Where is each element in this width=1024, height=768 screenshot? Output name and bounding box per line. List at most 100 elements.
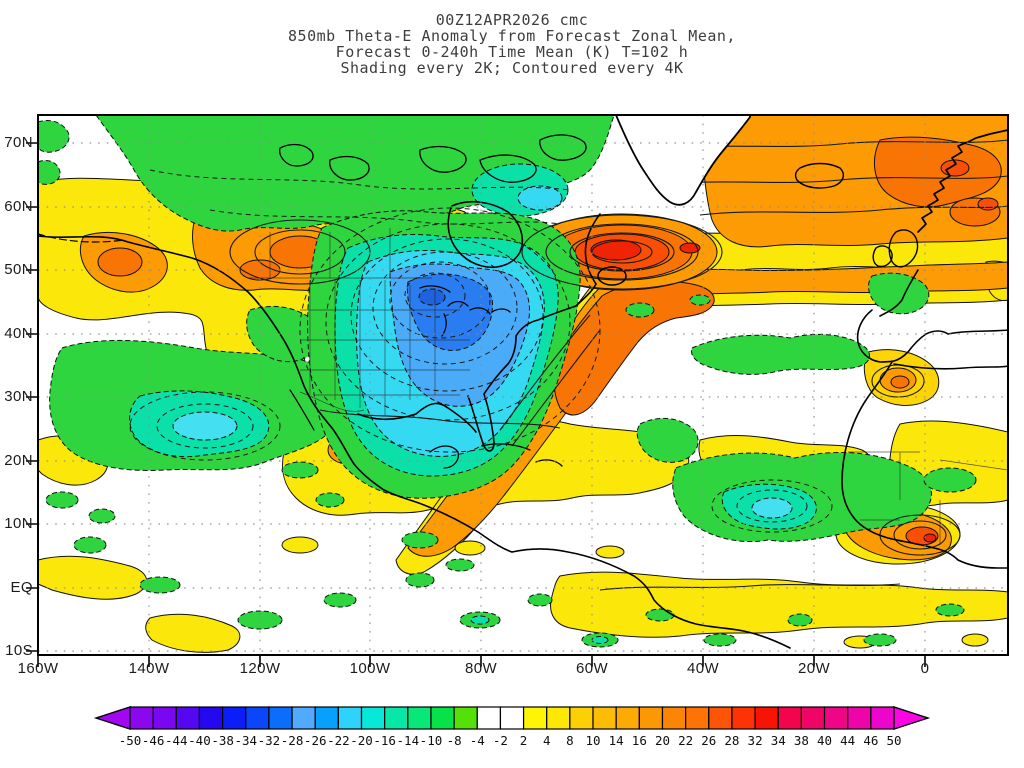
lon-tick-label: 120W: [239, 660, 281, 677]
title-forecast: Forecast 0-240h Time Mean (K) T=102 h: [335, 43, 689, 61]
colorbar-tick-label: -40: [188, 733, 211, 748]
colorbar-tick-label: 14: [609, 733, 624, 748]
political-borders: [248, 228, 1009, 545]
coastlines: [37, 129, 1009, 649]
colorbar-tick-label: 22: [678, 733, 693, 748]
colorbar-tick-label: -38: [211, 733, 234, 748]
colorbar-tick-label: 44: [840, 733, 855, 748]
colorbar-cell: [708, 706, 733, 730]
colorbar-tick-label: 40: [817, 733, 832, 748]
colorbar-tick-label: 2: [520, 733, 528, 748]
colorbar-tick-label: 50: [886, 733, 901, 748]
colorbar-cell: [360, 706, 386, 730]
colorbar-cell: [407, 706, 432, 730]
lat-tick-label: 30N: [4, 388, 33, 405]
colorbar-tick-label: 20: [655, 733, 670, 748]
colorbar-tick-label: -28: [281, 733, 304, 748]
colorbar-cell: [823, 706, 849, 730]
colorbar-cell: [245, 706, 270, 730]
lon-tick-label: 140W: [128, 660, 170, 677]
title-block: 00Z12APR2026 cmc 850mb Theta-E Anomaly f…: [0, 12, 1024, 76]
colorbar-tick-label: -50: [119, 733, 142, 748]
lon-tick-label: 100W: [349, 660, 391, 677]
colorbar-tick-label: -16: [373, 733, 396, 748]
lon-tick-label: 80W: [464, 660, 498, 677]
colorbar-cell: [291, 706, 316, 730]
colorbar-cell: [430, 706, 455, 730]
colorbar-cell: [592, 706, 617, 730]
colorbar-cell: [129, 706, 154, 730]
lat-tick-label: 70N: [4, 134, 33, 151]
lon-tick-label: 160W: [17, 660, 59, 677]
colorbar-cell: [175, 706, 201, 730]
colorbar-tick-label: 34: [771, 733, 786, 748]
lat-tick-label: 20N: [4, 452, 33, 469]
colorbar-tick-label: 38: [794, 733, 809, 748]
colorbar-svg: -50 -46 -44 -40 -38 -34 -32 -28 -26 -22 -20 -16 -14-…: [93, 706, 931, 748]
colorbar-tick-label: -8: [447, 733, 462, 748]
colorbar-tick-label: 26: [701, 733, 716, 748]
colorbar-tick-label: -32: [258, 733, 281, 748]
colorbar-cell: [499, 706, 525, 730]
lon-tick-label: 60W: [575, 660, 609, 677]
colorbar-cell: [268, 706, 293, 730]
lat-tick-label: 10N: [4, 515, 33, 532]
colorbar-cell: [337, 706, 363, 730]
greenland-landmass: [614, 114, 751, 206]
colorbar: -50 -46 -44 -40 -38 -34 -32 -28 -26 -22 -20 -16 -14-…: [0, 698, 1024, 758]
colorbar-cell: [476, 706, 502, 730]
colorbar-cell: [661, 706, 687, 730]
colorbar-cell: [198, 706, 224, 730]
colorbar-cell: [314, 706, 339, 730]
colorbar-tick-label: 46: [863, 733, 878, 748]
lat-tick-label: 10S: [5, 642, 33, 659]
colorbar-tick-label: -34: [234, 733, 257, 748]
colorbar-cell: [384, 706, 409, 730]
lon-tick-label: 40W: [686, 660, 720, 677]
title-field: 850mb Theta-E Anomaly from Forecast Zona…: [288, 27, 736, 45]
contour-lines: [129, 139, 1009, 591]
lat-tick-label: 60N: [4, 198, 33, 215]
title-shading-note: Shading every 2K; Contoured every 4K: [340, 59, 684, 77]
colorbar-tick-label: -26: [304, 733, 327, 748]
colorbar-cell: [638, 706, 664, 730]
lat-tick-label: EQ: [10, 579, 33, 596]
colorbar-tick-label: 10: [585, 733, 600, 748]
colorbar-tick-label: -22: [327, 733, 350, 748]
colorbar-cell: [777, 706, 802, 730]
colorbar-tick-label: -44: [165, 733, 188, 748]
colorbar-tick-label: -14: [397, 733, 420, 748]
colorbar-cell: [222, 706, 247, 730]
colorbar-cell: [152, 706, 177, 730]
colorbar-tick-label: -4: [470, 733, 485, 748]
lat-tick-label: 40N: [4, 325, 33, 342]
lon-tick-label: 0: [920, 660, 930, 677]
colorbar-cell: [870, 706, 895, 730]
colorbar-tick-label: 28: [724, 733, 739, 748]
colorbar-cell: [731, 706, 756, 730]
colorbar-tick-label: 16: [632, 733, 647, 748]
colorbar-cell: [800, 706, 826, 730]
lon-tick-label: 20W: [797, 660, 831, 677]
colorbar-cell: [615, 706, 640, 730]
plot-frame: [26, 114, 1009, 667]
colorbar-tick-label: 4: [543, 733, 551, 748]
colorbar-tick-label: -2: [493, 733, 508, 748]
colorbar-tick-label: -20: [350, 733, 373, 748]
colorbar-cell: [685, 706, 710, 730]
colorbar-tick-label: 32: [748, 733, 763, 748]
lat-tick-label: 50N: [4, 261, 33, 278]
colorbar-arrow-left: [93, 706, 131, 730]
colorbar-tick-label: 8: [566, 733, 574, 748]
colorbar-tick-label: -46: [142, 733, 165, 748]
colorbar-cell: [569, 706, 594, 730]
colorbar-tick-label: -10: [420, 733, 443, 748]
colorbar-cell: [754, 706, 779, 730]
colorbar-cell: [453, 706, 478, 730]
colorbar-arrow-right: [893, 706, 931, 730]
colorbar-cell: [546, 706, 571, 730]
colorbar-cell: [522, 706, 548, 730]
title-init-time: 00Z12APR2026 cmc: [435, 11, 589, 29]
colorbar-cell: [847, 706, 872, 730]
